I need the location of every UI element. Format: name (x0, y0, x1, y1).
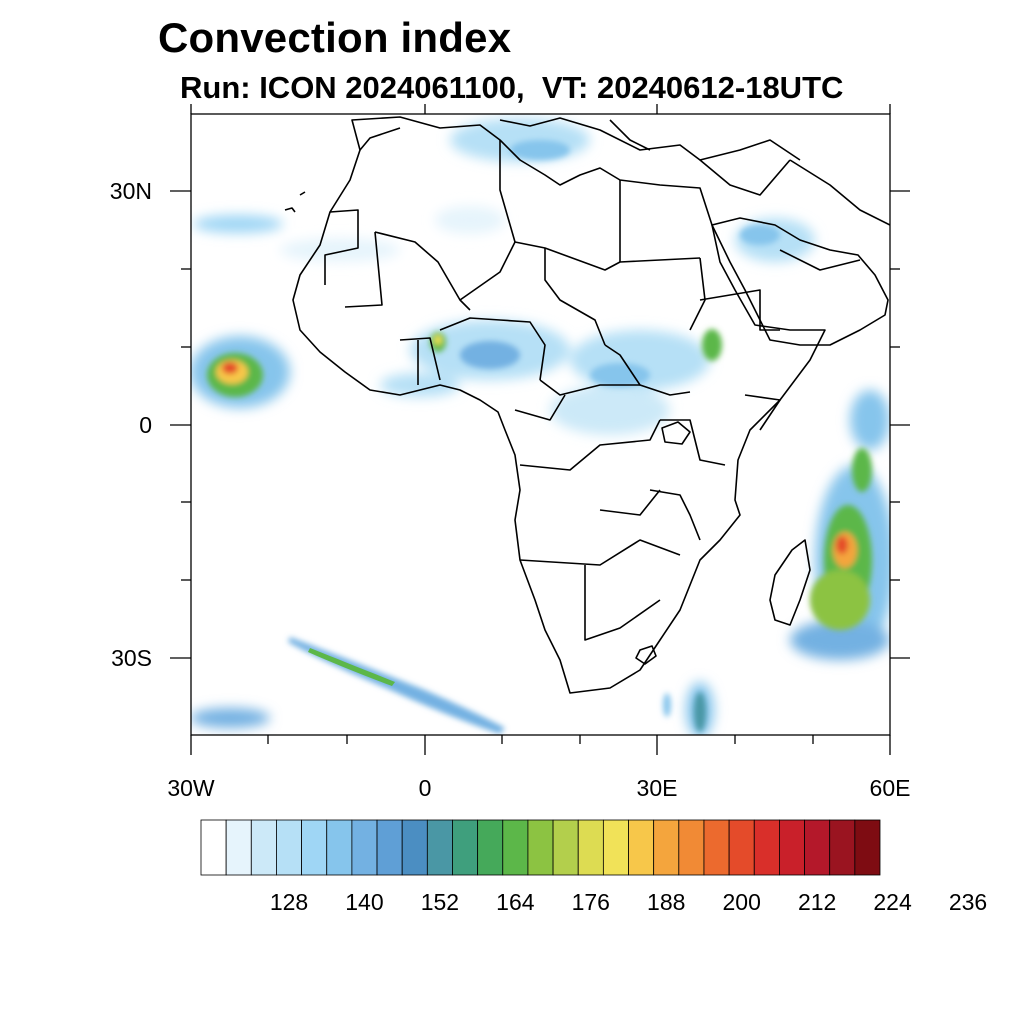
colorbar-box (250, 819, 277, 876)
chart-title: Convection index (158, 14, 512, 61)
colorbar-label: 236 (948, 889, 988, 915)
colorbar-label: 164 (496, 889, 535, 915)
map-area (191, 114, 890, 735)
colorbar-label: 212 (797, 889, 837, 915)
colorbar-box (301, 819, 328, 876)
x-tick-label-30e: 30E (636, 775, 678, 801)
colorbar-box (200, 819, 227, 876)
colorbar-box (552, 819, 579, 876)
coastlines (284, 116, 890, 694)
x-tick-label-60e: 60E (869, 775, 911, 801)
colorbar-label: 224 (873, 889, 912, 915)
colorbar-box (326, 819, 353, 876)
colorbar-box (477, 819, 504, 876)
x-tick-label-0: 0 (418, 775, 432, 801)
colorbar-label: 128 (269, 889, 309, 915)
colorbar-box (678, 819, 705, 876)
colorbar-label: 188 (647, 889, 686, 915)
colorbar-box (351, 819, 378, 876)
colorbar-box (276, 819, 302, 876)
colorbar-box (376, 819, 403, 876)
colorbar-box (577, 819, 604, 876)
convection-field (191, 118, 890, 735)
colorbar-box (804, 819, 831, 876)
colorbar-box (728, 819, 755, 876)
axis-ticks (170, 104, 910, 755)
colorbar-box (829, 819, 856, 876)
colorbar-box (779, 819, 805, 876)
colorbar-label: 200 (722, 889, 761, 915)
x-tick-label-30w: 30W (167, 775, 215, 801)
colorbar-box (602, 819, 629, 876)
y-tick-label-30s: 30S (111, 645, 152, 671)
colorbar-box (703, 819, 730, 876)
colorbar-box (527, 819, 554, 876)
colorbar-box (225, 819, 252, 876)
chart-subtitle: Run: ICON 2024061100, VT: 20240612-18UTC (180, 70, 844, 105)
colorbar-box (628, 819, 655, 876)
colorbar-box (426, 819, 453, 876)
colorbar-box (401, 819, 428, 876)
colorbar-box (502, 819, 529, 876)
colorbar-label: 140 (345, 889, 384, 915)
colorbar-label: 152 (420, 889, 460, 915)
frontal-band (288, 637, 505, 734)
y-tick-label-30n: 30N (109, 178, 152, 204)
colorbar-label: 176 (571, 889, 610, 915)
colorbar-box (753, 819, 780, 876)
colorbar-box (452, 819, 479, 876)
colorbar-box (653, 819, 680, 876)
colorbar-box (854, 819, 881, 876)
y-tick-label-0: 0 (139, 412, 152, 438)
colorbar (200, 819, 881, 876)
